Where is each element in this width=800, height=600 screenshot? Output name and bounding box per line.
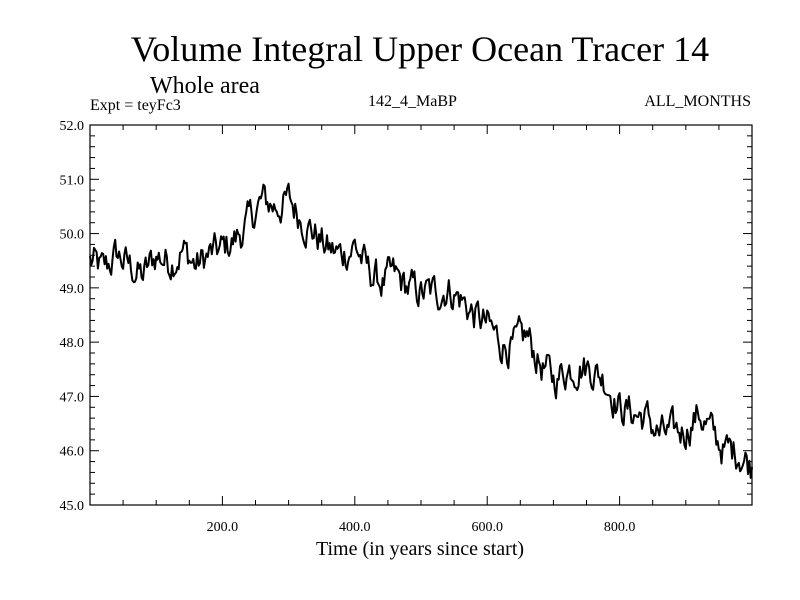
months-label: ALL_MONTHS: [644, 93, 751, 110]
axis-ticks: [90, 125, 752, 505]
y-tick-label: 51.0: [60, 173, 85, 188]
series-line: [89, 182, 753, 479]
y-tick-label: 48.0: [60, 336, 85, 351]
x-tick-label: 400.0: [339, 520, 371, 535]
run-id-label: 142_4_MaBP: [368, 93, 457, 110]
x-axis-label: Time (in years since start): [315, 538, 525, 560]
chart-title: Volume Integral Upper Ocean Tracer 14: [130, 29, 710, 69]
y-tick-label: 50.0: [60, 228, 85, 243]
plot-frame: [89, 124, 753, 506]
x-tick-label: 200.0: [207, 520, 239, 535]
x-tick-label: 800.0: [604, 520, 636, 535]
chart-subtitle: Whole area: [150, 73, 260, 99]
y-tick-label: 52.0: [60, 119, 85, 134]
y-tick-label: 47.0: [60, 390, 85, 405]
y-tick-label: 45.0: [60, 499, 85, 514]
x-tick-label: 600.0: [471, 520, 503, 535]
experiment-label: Expt = teyFc3: [90, 97, 181, 114]
axis-tick-labels: 200.0 400.0 600.0 800.0 45.0 46.0 47.0 48.0 49.0…: [60, 119, 636, 535]
y-tick-label: 49.0: [60, 282, 85, 297]
y-tick-label: 46.0: [60, 445, 85, 460]
